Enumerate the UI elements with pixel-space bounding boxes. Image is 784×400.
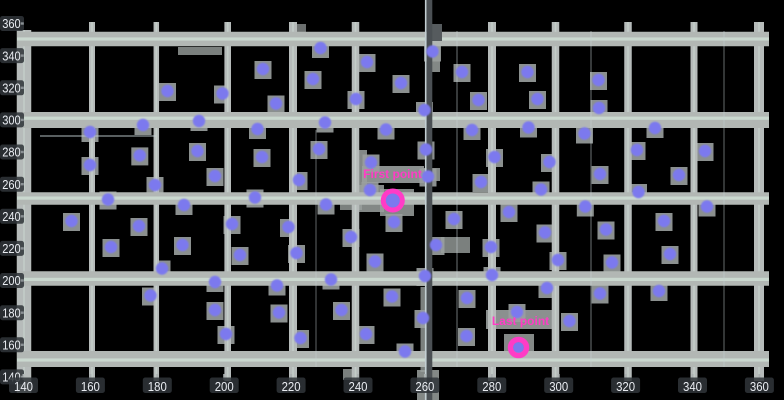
svg-text:160: 160 bbox=[2, 338, 21, 353]
svg-text:First point: First point bbox=[363, 167, 422, 181]
svg-text:240: 240 bbox=[349, 379, 368, 394]
svg-text:360: 360 bbox=[750, 379, 769, 394]
svg-text:200: 200 bbox=[215, 379, 234, 394]
svg-text:320: 320 bbox=[616, 379, 635, 394]
svg-text:240: 240 bbox=[2, 209, 21, 224]
svg-text:280: 280 bbox=[2, 145, 21, 160]
svg-text:220: 220 bbox=[2, 241, 21, 256]
svg-text:260: 260 bbox=[2, 177, 21, 192]
svg-text:300: 300 bbox=[549, 379, 568, 394]
svg-text:300: 300 bbox=[2, 113, 21, 128]
svg-text:340: 340 bbox=[2, 48, 21, 63]
svg-text:180: 180 bbox=[2, 305, 21, 320]
svg-text:200: 200 bbox=[2, 273, 21, 288]
svg-text:Last point: Last point bbox=[492, 314, 549, 328]
svg-text:220: 220 bbox=[282, 379, 301, 394]
svg-text:160: 160 bbox=[81, 379, 100, 394]
svg-text:180: 180 bbox=[148, 379, 167, 394]
svg-text:260: 260 bbox=[415, 379, 434, 394]
svg-text:320: 320 bbox=[2, 81, 21, 96]
svg-text:140: 140 bbox=[14, 379, 33, 394]
svg-text:280: 280 bbox=[482, 379, 501, 394]
svg-text:340: 340 bbox=[683, 379, 702, 394]
svg-text:360: 360 bbox=[2, 16, 21, 31]
